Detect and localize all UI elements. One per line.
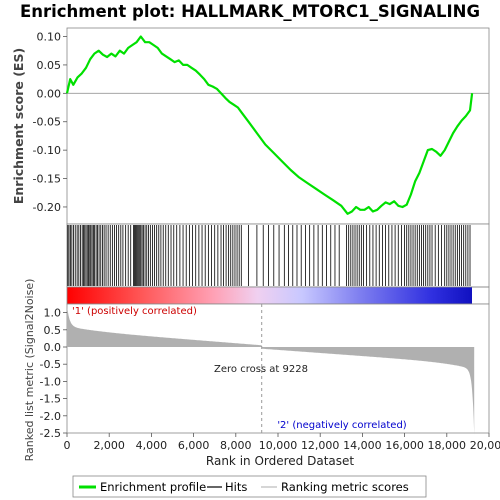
x-axis-label: Rank in Ordered Dataset [206, 454, 354, 468]
metric-area [67, 305, 475, 435]
es-tick-label: 0.00 [37, 87, 62, 100]
metric-y-axis-label: Ranked list metric (Signal2Noise) [23, 279, 36, 462]
es-tick-label: 0.10 [37, 31, 62, 44]
legend-hits-label: Hits [225, 480, 247, 494]
x-tick-label: 18,000 [428, 439, 467, 452]
x-tick-label: 14,000 [343, 439, 382, 452]
es-tick-label: -0.10 [33, 144, 61, 157]
x-tick-label: 20,000 [470, 439, 500, 452]
es-tick-label: -0.15 [33, 173, 61, 186]
x-tick-label: 8,000 [220, 439, 252, 452]
ranking-metric-area [67, 305, 475, 435]
legend-metric-label: Ranking metric scores [281, 480, 409, 494]
metric-tick-label: -2.0 [40, 410, 61, 423]
x-tick-label: 6,000 [178, 439, 210, 452]
x-tick-label: 4,000 [136, 439, 168, 452]
metric-panel [66, 303, 490, 434]
legend-box [72, 475, 427, 498]
x-tick-label: 12,000 [301, 439, 340, 452]
legend-profile-label: Enrichment profile [100, 480, 206, 494]
positive-correlation-label: '1' (positively correlated) [72, 306, 197, 317]
hit-marks [67, 225, 471, 286]
metric-axis-ticks: 1.0 0.5 0.0 -0.5 -1.0 -1.5 -2.0 -2.5 [40, 307, 67, 440]
zero-cross-label: Zero cross at 9228 [214, 364, 308, 375]
metric-tick-label: -1.5 [40, 393, 61, 406]
negative-correlation-label: '2' (negatively correlated) [277, 420, 406, 431]
es-tick-label: -0.20 [33, 201, 61, 214]
es-axis-ticks: 0.10 0.05 0.00 -0.05 -0.10 -0.15 -0.20 [33, 31, 67, 214]
metric-tick-label: 1.0 [44, 307, 62, 320]
x-axis-ticks: 0 2,000 4,000 6,000 8,000 10,000 12,000 14,000 1… [64, 433, 500, 452]
metric-tick-label: 0.0 [44, 341, 62, 354]
enrichment-profile-line [65, 35, 474, 215]
x-tick-label: 10,000 [259, 439, 298, 452]
es-y-axis-label: Enrichment score (ES) [11, 48, 26, 204]
metric-tick-label: 0.5 [44, 324, 62, 337]
chart-title: Enrichment plot: HALLMARK_MTORC1_SIGNALI… [20, 2, 480, 21]
es-curve [65, 35, 474, 215]
metric-tick-label: -0.5 [40, 358, 61, 371]
ranking-band [67, 287, 472, 304]
es-tick-label: 0.05 [37, 59, 62, 72]
es-panel [66, 27, 490, 225]
x-tick-label: 2,000 [93, 439, 125, 452]
metric-tick-label: -1.0 [40, 375, 61, 388]
x-tick-label: 0 [64, 439, 71, 452]
es-tick-label: -0.05 [33, 116, 61, 129]
metric-tick-label: -2.5 [40, 427, 61, 440]
x-tick-label: 16,000 [385, 439, 424, 452]
